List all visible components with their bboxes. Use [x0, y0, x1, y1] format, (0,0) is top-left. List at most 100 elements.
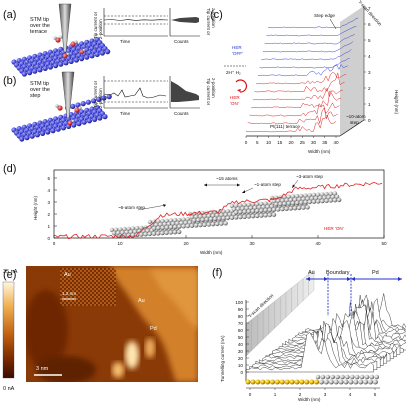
y-tick-label: 0 — [368, 118, 371, 123]
panel-c-her-off: HER 'OFF' — [232, 45, 243, 56]
grey-atom — [177, 229, 182, 235]
x-tick-label: 3 — [324, 392, 327, 397]
grey-atom — [250, 214, 256, 219]
panel-c-her-on: HER 'ON' — [230, 95, 241, 106]
grey-atom — [185, 217, 190, 222]
grey-atom — [202, 222, 207, 227]
grey-atom — [194, 223, 199, 228]
grey-atom — [255, 202, 260, 207]
pd-atom — [315, 374, 321, 380]
panel-c-ylabel: Height (nm) — [394, 90, 399, 114]
grey-atom — [109, 227, 115, 233]
grey-atom — [189, 215, 195, 220]
grey-atom — [170, 221, 176, 226]
grey-atom — [261, 204, 266, 210]
y-tick-label: 20 — [238, 356, 244, 361]
trace-line — [251, 89, 342, 109]
pd-atom — [348, 379, 354, 385]
grey-atom — [168, 230, 173, 235]
grey-atom — [284, 198, 289, 203]
grey-atom — [189, 223, 195, 228]
blue-atom — [81, 119, 87, 125]
x-tick-label: 10 — [266, 140, 272, 145]
y-tick-label: 1 — [368, 102, 371, 107]
blue-atom — [76, 121, 82, 127]
au-atom — [294, 379, 300, 385]
grey-atom — [128, 229, 134, 235]
blue-atom — [73, 57, 79, 63]
grey-atom — [276, 198, 281, 204]
panel-e-scale-bar-label: 3 nm — [36, 366, 49, 372]
grey-atom — [114, 227, 119, 232]
grey-atom — [286, 201, 291, 206]
grey-atom — [130, 226, 136, 231]
grey-atom — [234, 210, 239, 215]
blue-atom — [47, 64, 54, 70]
svg-text:Counts: Counts — [174, 39, 189, 44]
grey-atom — [151, 231, 157, 236]
y-tick-label: 0 — [240, 370, 243, 375]
pd-atom — [350, 374, 355, 380]
x-tick-label: 4 — [349, 392, 352, 397]
grey-atom — [139, 232, 144, 237]
panel-f-xticks: 0 1 2 3 4 5 — [249, 388, 377, 397]
panel-e-inset-scale: 1.2 nm — [62, 291, 76, 296]
pd-atom — [343, 379, 349, 385]
grey-atom — [269, 204, 275, 209]
trace-line — [259, 57, 350, 69]
panel-e-stm-image — [26, 266, 198, 382]
panel-a: (a) STM tip over the terrace Tip current… — [3, 3, 216, 77]
blue-atom — [89, 53, 95, 59]
panel-d: (d) 0 10 20 30 40 50 0 1 2 3 4 5 Height (nm) Width … — [3, 163, 387, 255]
x-tick-label: 20 — [288, 140, 294, 145]
au-atom — [265, 379, 271, 385]
blue-atom — [85, 99, 91, 105]
grey-atom — [168, 218, 174, 223]
grey-atom — [145, 228, 150, 233]
panel-f: (f) 0 10 20 30 40 50 60 70 80 90 100 0 1 2 3 4 5 Tunnel… — [212, 267, 406, 402]
au-atom — [309, 379, 315, 385]
grey-atom — [202, 214, 207, 219]
molecules-b — [55, 104, 82, 126]
grey-atom — [215, 213, 220, 218]
x-tick-label: 20 — [183, 241, 189, 246]
grey-atom — [263, 213, 268, 218]
grey-atom — [288, 197, 294, 203]
grey-atom — [200, 217, 205, 222]
x-tick-label: 35 — [322, 140, 328, 145]
grey-atom — [194, 214, 199, 220]
x-tick-label: 0 — [245, 140, 248, 145]
blue-atom — [75, 102, 81, 108]
trace-line — [252, 87, 343, 101]
panel-e-scale-max: 35 nA — [3, 269, 18, 275]
grey-atom — [305, 205, 310, 210]
pd-atom — [340, 374, 345, 380]
grey-atom — [139, 225, 144, 231]
blue-atom — [84, 54, 90, 60]
panel-c-step-edge: Step edge — [314, 13, 335, 18]
grey-atom — [280, 198, 285, 203]
grey-atom — [120, 230, 125, 235]
panel-e-scale-min: 0 nA — [3, 386, 15, 392]
grey-atom — [225, 209, 230, 214]
trace-line — [249, 102, 340, 117]
grey-atom — [328, 191, 333, 196]
grey-atom — [303, 200, 308, 205]
x-tick-label: 10 — [117, 241, 123, 246]
panel-e-colorbar — [2, 281, 15, 379]
blue-atom — [58, 61, 64, 67]
grey-atom — [259, 208, 264, 213]
grey-atom — [316, 192, 321, 197]
grey-atom — [135, 226, 140, 231]
panel-e-label: (e) — [3, 269, 16, 281]
grey-atom — [263, 201, 268, 206]
pd-atom — [359, 374, 365, 380]
grey-atom — [337, 197, 342, 203]
grey-atom — [196, 211, 201, 216]
grey-atom — [162, 222, 167, 227]
grey-atom — [271, 212, 277, 217]
panel-f-xlabel: Width (nm) — [298, 397, 321, 402]
grey-atom — [246, 214, 251, 219]
panel-f-ylabel: Tunnelling current (nA) — [220, 335, 225, 382]
grey-atom — [305, 196, 310, 201]
